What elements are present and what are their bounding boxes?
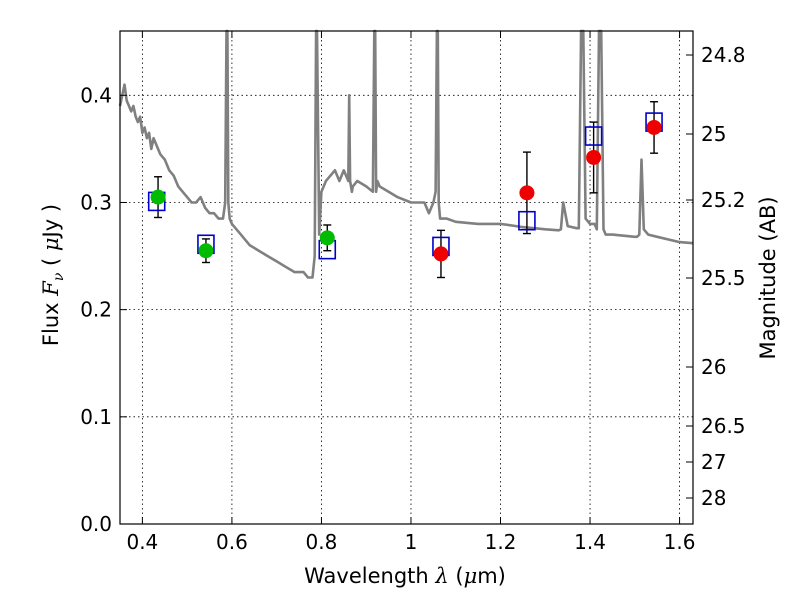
data-markers [147, 112, 663, 262]
circle-marker [150, 189, 166, 205]
x-tick-label: 1.6 [664, 530, 696, 554]
y2-axis-title: Magnitude (AB) [756, 196, 780, 359]
circle-marker [586, 149, 602, 165]
x-tick-label: 0.6 [216, 530, 248, 554]
circle-marker [646, 119, 662, 135]
y2-tick-label: 25 [701, 122, 726, 146]
grid-lines [120, 31, 693, 525]
x-tick-label: 0.4 [126, 530, 158, 554]
y2-tick-label: 27 [701, 450, 726, 474]
circle-marker [519, 185, 535, 201]
x-tick-label: 1.4 [574, 530, 606, 554]
y2-tick-label: 25.5 [701, 266, 746, 290]
model-spectrum [118, 29, 694, 279]
x-tick-label: 0.8 [306, 530, 338, 554]
y-tick-label: 0.4 [80, 83, 112, 107]
error-bars [154, 101, 659, 279]
y2-tick-label: 24.8 [701, 43, 746, 67]
y-tick-label: 0.3 [80, 190, 112, 214]
circle-marker [319, 230, 335, 246]
y2-tick-label: 26 [701, 355, 726, 379]
y-axis-title: Flux Fν ( μJy ) [39, 204, 67, 346]
square-marker [518, 210, 536, 231]
axis-ticks: 0.4 0.6 0.8 1 1.2 1.4 1.6 0.0 0.1 0.2 0.3 0.4 28 27 26… [80, 31, 746, 554]
square-marker [584, 126, 603, 146]
spectrum-line [118, 29, 694, 279]
circle-marker [433, 246, 449, 262]
y-tick-label: 0.0 [80, 512, 112, 536]
y2-tick-label: 25.2 [701, 188, 746, 212]
plot-frame [119, 30, 694, 525]
circle-marker [198, 243, 214, 259]
x-axis-title: Wavelength λ (μm) [304, 564, 506, 588]
y2-tick-label: 26.5 [701, 414, 746, 438]
y2-tick-label: 28 [701, 486, 726, 510]
y-tick-label: 0.1 [80, 405, 112, 429]
y-tick-label: 0.2 [80, 298, 112, 322]
x-tick-label: 1 [405, 530, 418, 554]
x-tick-label: 1.2 [485, 530, 517, 554]
